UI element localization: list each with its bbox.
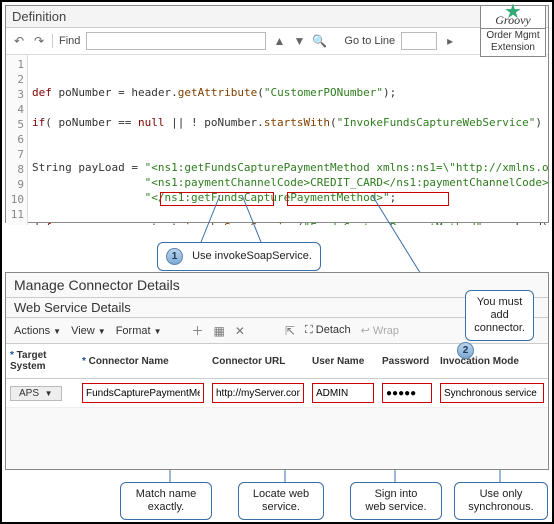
col-url: Connector URL — [212, 356, 285, 367]
col-connector: Connector Name — [89, 356, 169, 367]
page-root: Definition ↶ ↷ Find ▲ ▼ 🔍 Go to Line ▸ 1… — [0, 0, 554, 524]
redo-icon[interactable]: ↷ — [32, 34, 46, 48]
line-gutter: 1 2 3 4 5 6 7 8 9 10 11 12 — [6, 55, 28, 225]
detach-button[interactable]: ⛶ Detach — [305, 324, 351, 337]
col-pwd: Password — [382, 356, 429, 367]
callout-match-name: Match nameexactly. — [120, 482, 212, 520]
invocation-mode-input[interactable] — [440, 383, 544, 403]
editor-toolbar: ↶ ↷ Find ▲ ▼ 🔍 Go to Line ▸ — [6, 28, 548, 55]
groovy-line2: Extension — [481, 42, 545, 54]
user-name-input[interactable] — [312, 383, 374, 403]
find-next-icon[interactable]: ▼ — [292, 34, 306, 48]
col-mode: Invocation Mode — [440, 356, 519, 367]
callout-synchronous: Use onlysynchronous. — [454, 482, 548, 520]
find-label: Find — [59, 35, 80, 47]
actions-menu[interactable]: Actions ▼ — [14, 325, 61, 337]
wrap-button[interactable]: ↩ Wrap — [361, 324, 399, 337]
groovy-badge: ★ Groovy Order Mgmt Extension — [480, 5, 546, 57]
undo-icon[interactable]: ↶ — [12, 34, 26, 48]
view-menu[interactable]: View ▼ — [71, 325, 106, 337]
connector-name-input[interactable] — [82, 383, 204, 403]
groovy-line1: Order Mgmt — [481, 30, 545, 42]
delete-icon[interactable]: ✕ — [235, 324, 245, 338]
col-user: User Name — [312, 356, 364, 367]
callout-add-connector: You must add connector. — [465, 290, 534, 341]
format-menu[interactable]: Format ▼ — [116, 325, 162, 337]
add-icon[interactable]: ＋ — [192, 322, 204, 339]
callout-number-2: 2 — [457, 342, 474, 359]
callout-locate-web: Locate webservice. — [238, 482, 324, 520]
connector-url-input[interactable] — [212, 383, 304, 403]
find-prev-icon[interactable]: ▲ — [272, 34, 286, 48]
callout-sign-into: Sign intoweb service. — [350, 482, 442, 520]
goto-input[interactable] — [401, 32, 437, 50]
target-system-select[interactable]: APS ▼ — [10, 386, 62, 401]
definition-title: Definition — [6, 6, 548, 28]
groovy-script-text: Groovy — [481, 14, 545, 26]
callout-number-1: 1 — [166, 248, 183, 265]
find-input[interactable] — [86, 32, 266, 50]
password-input[interactable] — [382, 383, 432, 403]
code-editor[interactable]: 1 2 3 4 5 6 7 8 9 10 11 12 def poNumber … — [6, 55, 548, 225]
goto-go-icon[interactable]: ▸ — [443, 34, 457, 48]
callout-use-invoke: 1 Use invokeSoapService. — [157, 242, 321, 271]
search-icon[interactable]: 🔍 — [312, 34, 326, 48]
duplicate-icon[interactable]: ▦ — [214, 324, 225, 338]
definition-panel: Definition ↶ ↷ Find ▲ ▼ 🔍 Go to Line ▸ 1… — [5, 5, 549, 223]
table-row: APS ▼ — [6, 379, 548, 408]
goto-label: Go to Line — [344, 35, 395, 47]
export-icon[interactable]: ⇱ — [285, 324, 295, 338]
